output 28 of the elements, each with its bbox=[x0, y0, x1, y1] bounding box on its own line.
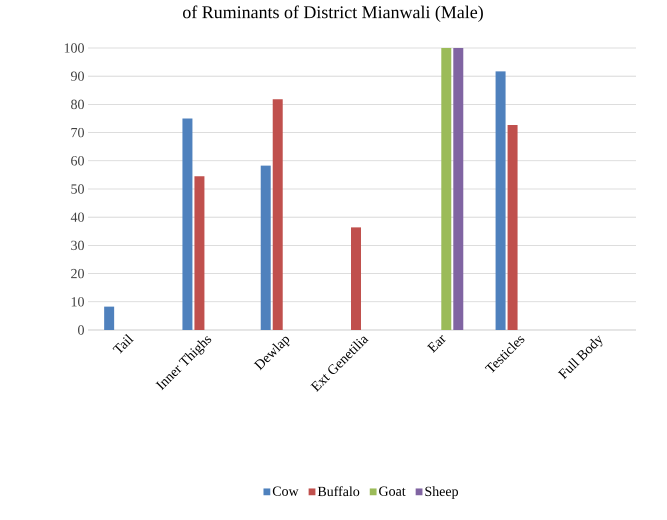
y-tick-label: 40 bbox=[70, 212, 84, 222]
y-tick-label: 30 bbox=[71, 240, 84, 250]
bar bbox=[260, 166, 271, 330]
bar bbox=[351, 227, 362, 330]
legend-label: Buffalo bbox=[318, 486, 360, 496]
y-tick-label: 80 bbox=[71, 100, 84, 110]
y-tick-label: 0 bbox=[78, 325, 84, 335]
bar bbox=[508, 124, 518, 330]
x-tick-label: Ear bbox=[426, 334, 446, 353]
y-tick-label: 20 bbox=[71, 268, 84, 278]
legend-label: Cow bbox=[272, 486, 299, 496]
y-tick-label: 100 bbox=[64, 43, 84, 53]
bar bbox=[496, 71, 506, 330]
bar bbox=[104, 306, 114, 330]
y-tick-label: 90 bbox=[70, 71, 84, 81]
y-tick-label: 70 bbox=[71, 128, 84, 138]
bar bbox=[182, 118, 192, 330]
y-tick-label: 10 bbox=[72, 297, 84, 306]
bar bbox=[272, 99, 283, 330]
y-tick-label: 60 bbox=[71, 156, 84, 166]
chart-title: of Ruminants of District Mianwali (Male) bbox=[183, 6, 483, 22]
bar bbox=[441, 48, 452, 330]
bar bbox=[453, 48, 464, 330]
legend-label: Goat bbox=[379, 486, 406, 496]
bar bbox=[194, 176, 204, 330]
x-tick-label: Tail bbox=[112, 334, 134, 354]
legend-label: Sheep bbox=[425, 486, 458, 499]
y-tick-label: 50 bbox=[71, 184, 84, 194]
